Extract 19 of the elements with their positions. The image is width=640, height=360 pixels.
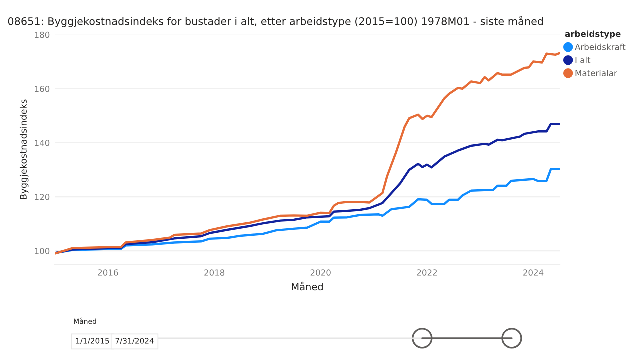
line-series <box>55 122 560 254</box>
x-tick-label: 2020 <box>310 270 331 276</box>
x-tick-label: 2016 <box>98 270 118 276</box>
y-axis-title: Byggjekostnadsindeks <box>20 100 29 200</box>
y-tick-label: 180 <box>35 32 50 38</box>
y-tick-label: 120 <box>35 194 50 200</box>
legend-label: I alt <box>576 56 591 64</box>
line-series <box>55 52 560 255</box>
y-tick-label: 140 <box>35 140 50 146</box>
legend-label: Arbeidskraft <box>575 44 626 50</box>
x-tick-label: 2024 <box>524 270 544 276</box>
x-tick-label: 2018 <box>204 270 225 276</box>
y-tick-label: 160 <box>35 86 50 92</box>
y-tick-label: 100 <box>35 248 50 254</box>
chart-title: 08651: Byggjekostnadsindeks for bustader i alt, etter arbeidstype (2015=100) 1978M01 - siste måned <box>8 16 544 28</box>
legend-title: arbeidstype <box>565 30 621 39</box>
legend-label: Materialar <box>576 70 618 76</box>
x-axis-title: Måned <box>292 282 323 291</box>
x-tick-label: 2022 <box>417 270 438 276</box>
